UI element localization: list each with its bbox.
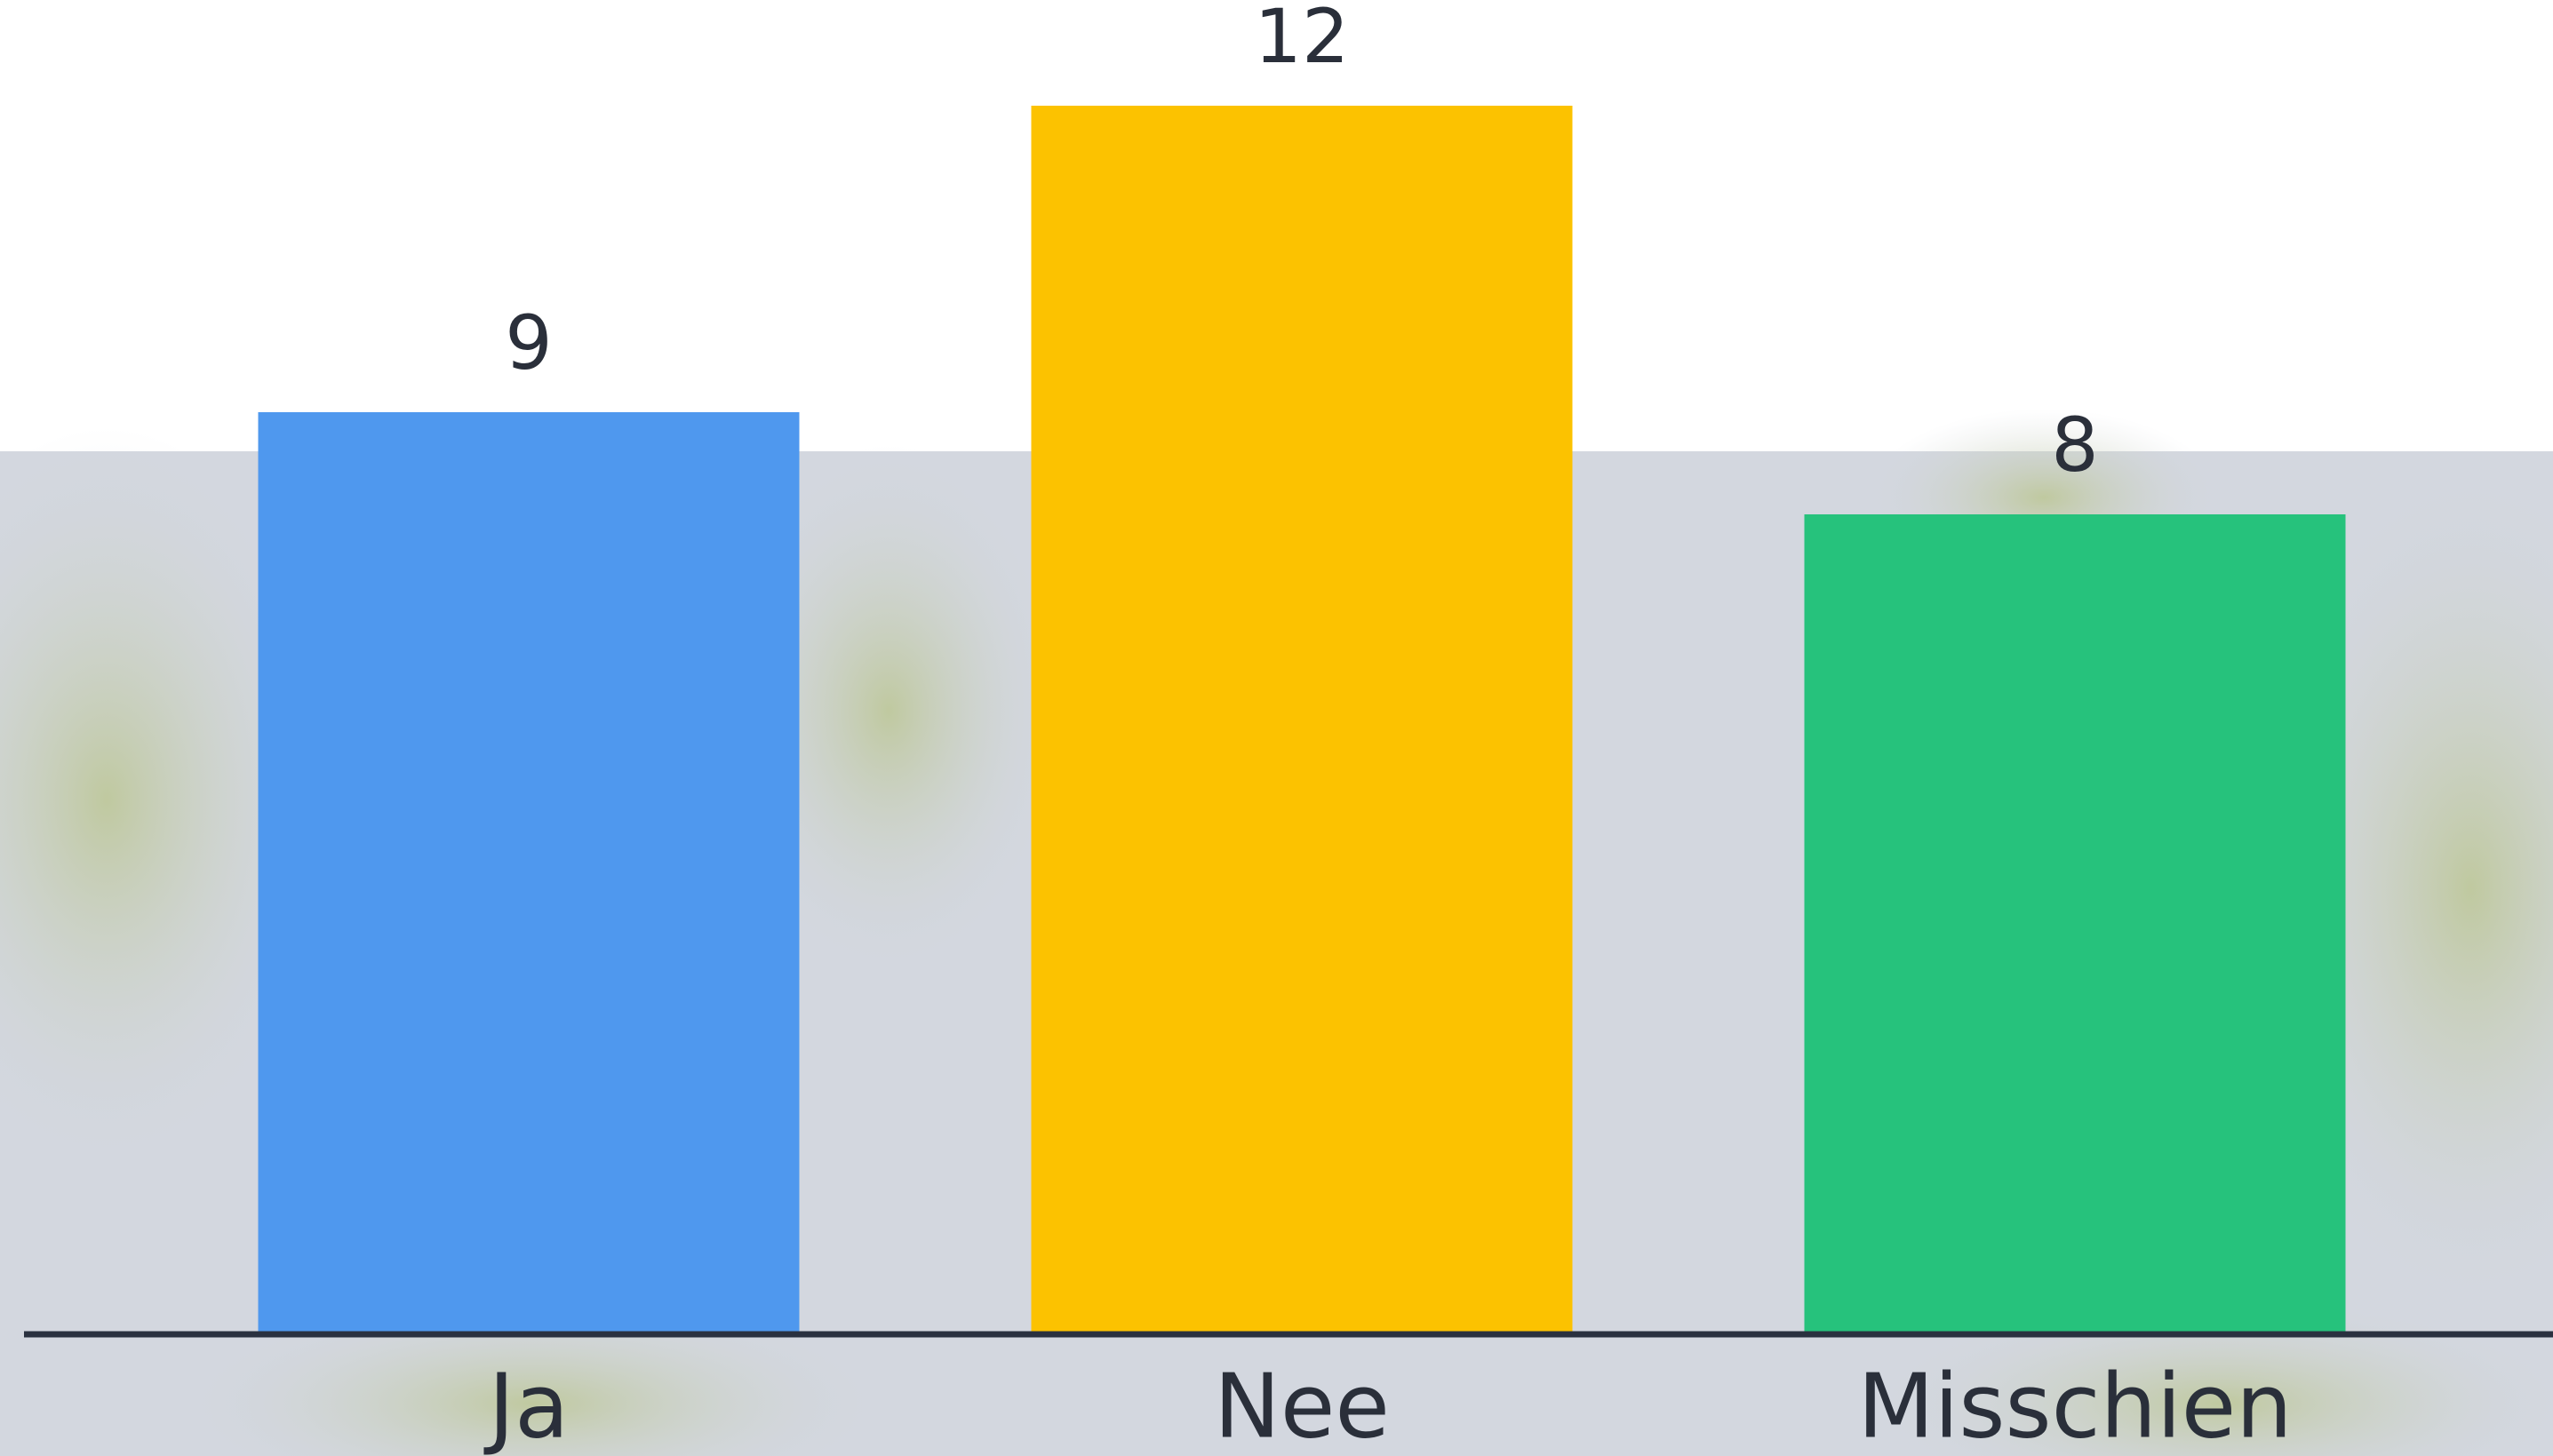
bar bbox=[1031, 106, 1573, 1332]
x-tick-label: Misschien bbox=[1857, 1354, 2292, 1456]
bar bbox=[258, 412, 800, 1332]
value-label: 8 bbox=[2051, 402, 2098, 489]
x-tick-label: Nee bbox=[1214, 1354, 1390, 1456]
bar bbox=[1804, 514, 2346, 1332]
x-tick-label: Ja bbox=[483, 1354, 570, 1456]
value-label: 12 bbox=[1255, 0, 1350, 80]
value-label: 9 bbox=[505, 299, 552, 386]
